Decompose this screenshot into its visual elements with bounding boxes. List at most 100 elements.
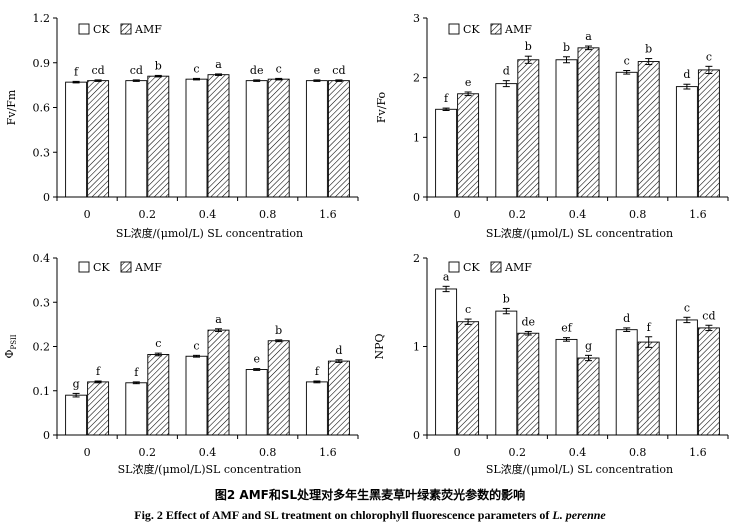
bar-ck <box>615 329 638 436</box>
bar-amf <box>327 360 350 436</box>
bar-ck <box>65 81 88 198</box>
y-tick-label: 0 <box>413 429 420 442</box>
x-tick-label: 0.8 <box>259 208 277 221</box>
significance-letter: f <box>96 365 101 378</box>
bar-amf <box>637 61 660 198</box>
significance-letter: c <box>465 303 471 316</box>
significance-letter: e <box>253 353 260 366</box>
significance-letter: b <box>563 41 570 54</box>
y-tick-label: 0 <box>43 191 50 204</box>
bar-amf <box>147 354 170 436</box>
y-tick-label: 1 <box>413 131 420 144</box>
x-tick-label: 0.2 <box>139 208 157 221</box>
significance-letter: f <box>647 321 652 334</box>
x-tick-label: 0.8 <box>259 446 277 459</box>
bar-amf <box>267 78 290 198</box>
significance-letter: a <box>215 58 222 71</box>
bar-ck <box>185 355 208 436</box>
significance-letter: a <box>443 270 450 283</box>
y-tick-label: 0 <box>413 191 420 204</box>
y-tick-label: 0 <box>43 429 50 442</box>
x-tick-label: 0.4 <box>569 208 587 221</box>
legend-label-amf: AMF <box>504 23 532 36</box>
bar-amf <box>697 327 720 436</box>
significance-letter: c <box>624 55 630 68</box>
bar-ck <box>615 71 638 198</box>
y-tick-label: 0.4 <box>33 252 51 265</box>
significance-letter: d <box>335 344 342 357</box>
x-tick-label: 0.4 <box>569 446 587 459</box>
x-tick-label: 0 <box>84 446 91 459</box>
bar-ck <box>125 382 148 436</box>
bar-amf <box>577 47 600 198</box>
bar-amf <box>327 80 350 198</box>
legend-swatch-amf <box>490 261 502 273</box>
significance-letter: c <box>706 50 712 63</box>
bar-amf <box>267 340 290 436</box>
significance-letter: f <box>315 365 320 378</box>
significance-letter: c <box>193 62 199 75</box>
bar-amf <box>87 80 110 198</box>
legend-swatch-amf <box>120 23 132 35</box>
bar-amf <box>517 332 540 436</box>
bar-ck <box>245 80 268 198</box>
y-axis-label: ΦPSII <box>3 334 18 358</box>
legend-swatch-ck <box>448 261 460 273</box>
legend-swatch-amf <box>120 261 132 273</box>
bar-ck <box>555 338 578 436</box>
significance-letter: b <box>275 324 282 337</box>
y-tick-label: 0.3 <box>33 146 51 159</box>
legend-label-amf: AMF <box>134 261 162 274</box>
significance-letter: cd <box>91 64 104 77</box>
bar-amf <box>517 59 540 198</box>
x-tick-label: 0 <box>84 208 91 221</box>
y-tick-label: 1 <box>413 341 420 354</box>
bar-ck <box>495 83 518 198</box>
y-tick-label: 2 <box>413 252 420 265</box>
bar-ck <box>555 59 578 198</box>
figure-caption-en: Fig. 2 Effect of AMF and SL treatment on… <box>0 508 740 523</box>
legend-label-ck: CK <box>463 261 480 274</box>
x-tick-label: 0 <box>454 446 461 459</box>
x-axis-label: SL浓度/(μmol/L) SL concentration <box>486 226 673 240</box>
chart-phi-psii: 0 0.1 0.2 0.3 0.4 0 0.2 0.4 0.8 1.6 g f c e f f c a b d ΦPSI… <box>0 245 370 480</box>
y-tick-label: 0.3 <box>33 296 51 309</box>
chart-npq: 0 1 2 0 0.2 0.4 0.8 1.6 a b ef d c c de g f cd NPQ SL浓度/(μm… <box>370 245 740 480</box>
y-axis-label: Fv/Fo <box>375 92 388 124</box>
significance-letter: e <box>314 64 321 77</box>
significance-letter: cd <box>702 309 715 322</box>
y-tick-label: 0.6 <box>33 102 51 115</box>
significance-letter: e <box>465 76 472 89</box>
significance-letter: ef <box>561 322 573 335</box>
y-tick-label: 0.2 <box>33 341 51 354</box>
legend-swatch-ck <box>78 23 90 35</box>
chart-fv-fm-svg: 00.30.60.91.20 0.2 0.4 0.8 1.6f cd c de ecd b a c cd… <box>5 12 359 240</box>
x-tick-label: 0.4 <box>199 208 217 221</box>
x-tick-label: 0.2 <box>509 208 527 221</box>
significance-letter: de <box>522 315 536 328</box>
figure-caption-en-prefix: Fig. 2 Effect of AMF and SL treatment on… <box>134 508 553 522</box>
legend-label-amf: AMF <box>134 23 162 36</box>
bar-ck <box>185 78 208 198</box>
bar-ck <box>675 319 698 436</box>
significance-letter: d <box>503 65 510 78</box>
legend-label-ck: CK <box>463 23 480 36</box>
x-tick-label: 0.4 <box>199 446 217 459</box>
y-axis-label: Fv/Fm <box>5 89 18 125</box>
x-tick-label: 0.2 <box>509 446 527 459</box>
bar-ck <box>305 381 328 436</box>
bar-ck <box>65 394 88 436</box>
chart-fv-fm: 0 0.3 0.6 0.9 1.2 0 0.2 0.4 0.8 1.6 f cd c de e cd b a c cd… <box>0 0 370 245</box>
bar-ck <box>435 108 458 198</box>
legend-label-ck: CK <box>93 261 110 274</box>
legend-label-amf: AMF <box>504 261 532 274</box>
bar-amf <box>637 341 660 436</box>
chart-fv-fo: 0 1 2 3 0 0.2 0.4 0.8 1.6 f d b c d e b a b c Fv/Fo SL浓度/(μm… <box>370 0 740 245</box>
significance-letter: b <box>645 43 652 56</box>
chart-phi-psii-svg: 0 0.1 0.2 0.3 0.4 0 0.2 0.4 0.8 1.6 g f c e f f c a b d ΦPSI… <box>3 252 359 476</box>
bar-amf <box>457 321 480 436</box>
legend: CK AMF <box>448 23 532 36</box>
chart-fv-fo-svg: 0 1 2 3 0 0.2 0.4 0.8 1.6 f d b c d e b a b c Fv/Fo SL浓度/(μm… <box>375 12 729 240</box>
x-axis-label: SL浓度/(μmol/L) SL concentration <box>116 226 303 240</box>
